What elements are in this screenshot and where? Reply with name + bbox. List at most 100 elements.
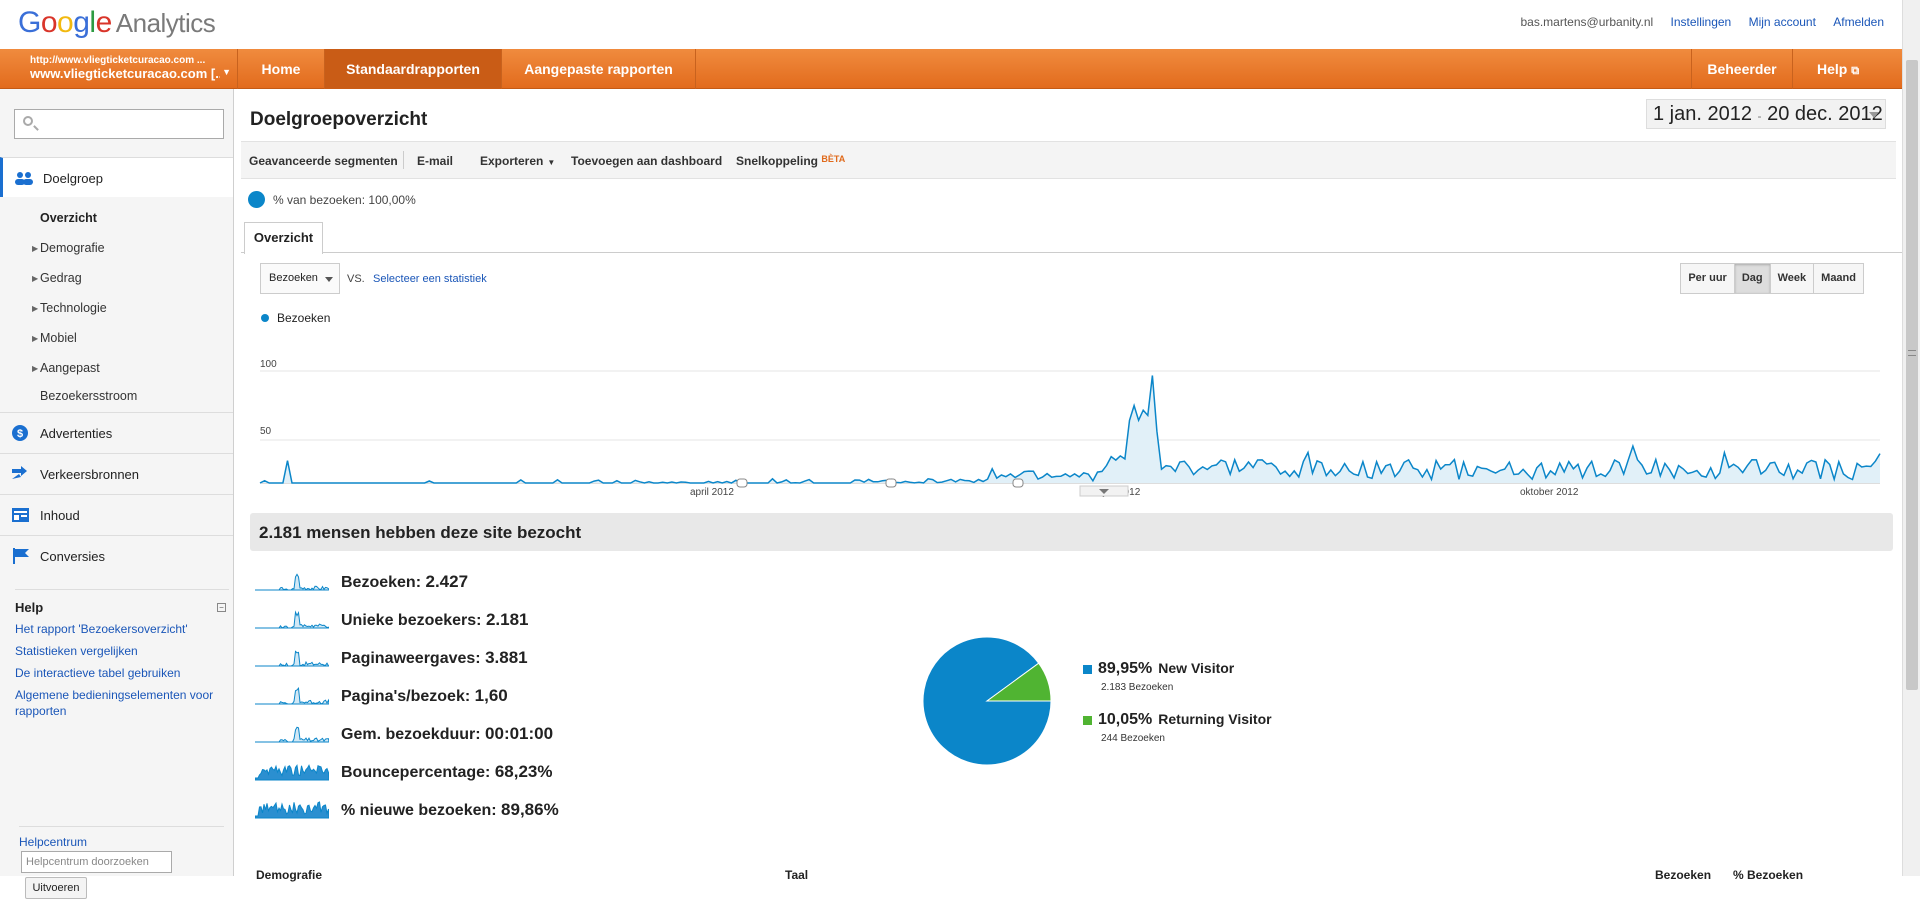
top-bar: Google Analytics bas.martens@urbanity.nl … (0, 0, 1902, 49)
select-statistic-link[interactable]: Selecteer een statistiek (373, 273, 487, 285)
granularity-day-button[interactable]: Dag (1733, 264, 1770, 293)
pie-legend-row: 89,95% New Visitor (1098, 660, 1234, 678)
help-link[interactable]: Het rapport 'Bezoekersoverzicht' (15, 622, 188, 636)
metric-label-wrap: Bouncepercentage: 68,23% (341, 762, 553, 782)
sparkline (255, 650, 329, 667)
help-search-button[interactable]: Uitvoeren (25, 877, 87, 899)
sparkline-path (255, 573, 329, 591)
user-links: bas.martens@urbanity.nl Instellingen Mij… (1506, 15, 1884, 29)
x-tick-label: oktober 2012 (1520, 487, 1579, 498)
sparkline-path (255, 726, 329, 743)
nav-home[interactable]: Home (238, 49, 325, 89)
legend-label: Bezoeken (277, 311, 331, 325)
audience-icon (15, 172, 33, 185)
table-header-bezoeken: Bezoeken (1655, 868, 1712, 882)
vertical-scrollbar[interactable] (1902, 0, 1920, 876)
nav-help-label: Help (1816, 61, 1848, 77)
svg-text:$: $ (17, 428, 23, 440)
granularity-week-button[interactable]: Week (1769, 264, 1814, 293)
expand-arrow-icon: ▶ (32, 274, 39, 283)
granularity-month-button[interactable]: Maand (1813, 264, 1863, 293)
advanced-segments-button[interactable]: Geavanceerde segmenten (249, 154, 398, 168)
account-selector[interactable]: http://www.vliegticketcuracao.com ... ww… (0, 49, 238, 89)
sidebar-section-content[interactable]: Inhoud (0, 494, 233, 534)
nav-standard-reports[interactable]: Standaardrapporten (325, 49, 502, 89)
sidebar-section-audience[interactable]: Doelgroep (0, 157, 233, 197)
visits-chart[interactable]: 50 100 50 april 2012 juli 2012 oktober 2… (250, 329, 1890, 499)
nav-custom-reports[interactable]: Aangepaste rapporten (502, 49, 696, 89)
sidebar-section-ads[interactable]: $ Advertenties (0, 412, 233, 452)
help-link[interactable]: Algemene bedieningselementen voor rappor… (15, 688, 214, 718)
annotation-marker[interactable] (885, 478, 897, 488)
help-search-input[interactable]: Helpcentrum doorzoeken (21, 851, 172, 873)
metric-selector[interactable]: Bezoeken (260, 263, 340, 294)
annotation-markers[interactable] (736, 478, 1024, 488)
sidebar-section-label: Doelgroep (43, 171, 103, 186)
x-tick-label: april 2012 (690, 487, 734, 498)
help-link[interactable]: Statistieken vergelijken (15, 644, 138, 658)
settings-link[interactable]: Instellingen (1670, 15, 1732, 29)
help-center-link[interactable]: Helpcentrum (19, 826, 224, 849)
annotation-marker[interactable] (1012, 478, 1024, 488)
metric-label-wrap: Bezoeken: 2.427 (341, 572, 468, 592)
help-link[interactable]: De interactieve tabel gebruiken (15, 666, 181, 680)
nav-admin[interactable]: Beheerder (1691, 49, 1793, 89)
account-url: http://www.vliegticketcuracao.com ... (30, 55, 206, 66)
metric-label: Pagina's/bezoek: (341, 688, 471, 705)
visitor-type-pie[interactable] (920, 634, 1054, 768)
chevron-down-icon: ▼ (547, 158, 556, 167)
pie-slice-returning[interactable] (985, 662, 1052, 702)
sparkline (255, 764, 329, 781)
sidebar-item-bezoekersstroom[interactable]: Bezoekersstroom (40, 389, 138, 403)
report-toolbar: Geavanceerde segmenten E-mail Exporteren… (241, 141, 1896, 179)
logout-link[interactable]: Afmelden (1833, 15, 1884, 29)
sidebar-item-technologie[interactable]: ▶ Technologie (32, 301, 107, 315)
date-range-picker[interactable]: 1 jan. 2012 - 20 dec. 2012 (1646, 99, 1886, 129)
date-start: 1 jan. 2012 (1653, 103, 1752, 125)
sidebar-item-aangepast[interactable]: ▶ Aangepast (32, 361, 100, 375)
sparkline (255, 610, 329, 629)
sparkline (255, 726, 329, 743)
product-name: Analytics (115, 8, 216, 38)
metric-label: Gem. bezoekduur: (341, 726, 481, 743)
shortcut-button[interactable]: Snelkoppeling BÈTA (736, 154, 845, 168)
sidebar-item-mobiel[interactable]: ▶ Mobiel (32, 331, 77, 345)
sidebar-item-overview[interactable]: Overzicht (40, 211, 97, 225)
granularity-toggle: Per uur Dag Week Maand (1680, 263, 1864, 294)
table-header-demografie: Demografie (256, 868, 323, 882)
nav-help[interactable]: Help ⧉ (1793, 49, 1883, 89)
main-nav: http://www.vliegticketcuracao.com ... ww… (0, 49, 1902, 89)
beta-badge: BÈTA (821, 154, 846, 164)
tab-overview[interactable]: Overzicht (244, 222, 323, 254)
annotation-marker[interactable] (736, 478, 748, 488)
sparkline-path (255, 801, 329, 819)
main-content: Doelgroepoverzicht 1 jan. 2012 - 20 dec.… (235, 89, 1902, 876)
granularity-hourly-button[interactable]: Per uur (1688, 272, 1727, 284)
add-to-dashboard-button[interactable]: Toevoegen aan dashboard (571, 154, 723, 168)
sidebar-section-conversions[interactable]: Conversies (0, 535, 233, 575)
sidebar-section-traffic[interactable]: Verkeersbronnen (0, 453, 233, 493)
pie-legend-row: 10,05% Returning Visitor (1098, 711, 1272, 729)
metric-label-wrap: Pagina's/bezoek: 1,60 (341, 686, 508, 706)
scrollbar-thumb[interactable] (1906, 60, 1918, 690)
table-header-pct-bezoeken: % Bezoeken (1733, 868, 1804, 882)
export-button[interactable]: Exporteren ▼ (480, 154, 555, 168)
metric-label-wrap: % nieuwe bezoeken: 89,86% (341, 800, 559, 820)
metric-value: 68,23% (494, 762, 553, 781)
date-separator: - (1757, 109, 1762, 123)
pie-slice-new[interactable] (922, 636, 1052, 766)
collapse-icon[interactable]: − (217, 603, 226, 612)
search-icon (23, 116, 33, 126)
y-tick-label: 50 (260, 426, 272, 437)
chevron-down-icon: ▼ (222, 67, 231, 77)
chart-legend: Bezoeken (261, 311, 330, 325)
email-button[interactable]: E-mail (417, 154, 454, 168)
my-account-link[interactable]: Mijn account (1748, 15, 1816, 29)
segment-pie-icon (248, 191, 265, 208)
sidebar-item-gedrag[interactable]: ▶ Gedrag (32, 271, 82, 285)
sidebar-item-label: Mobiel (40, 331, 77, 345)
sidebar-search-input[interactable] (14, 109, 224, 139)
sidebar-item-demografie[interactable]: ▶ Demografie (32, 241, 105, 255)
shortcut-label: Snelkoppeling (736, 154, 819, 168)
google-analytics-logo[interactable]: Google Analytics (18, 6, 216, 39)
